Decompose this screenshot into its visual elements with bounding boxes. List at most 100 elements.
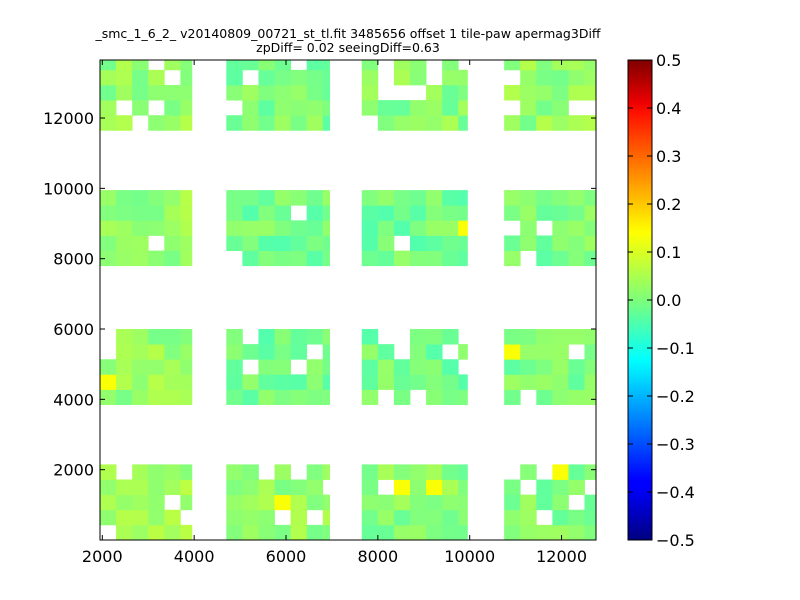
heatmap-cell [584, 359, 597, 375]
heatmap-cell [132, 329, 149, 345]
heatmap-cell [100, 220, 117, 236]
heatmap-cell [322, 60, 331, 71]
heatmap-cell [322, 359, 331, 375]
heatmap-cell [132, 84, 149, 101]
heatmap-cell [290, 374, 308, 390]
heatmap-cell [520, 494, 537, 511]
heatmap-cell [148, 389, 165, 406]
heatmap-cell [132, 205, 149, 221]
heatmap-cell [552, 190, 569, 206]
heatmap-cell [377, 374, 395, 390]
heatmap-cell [426, 374, 443, 390]
heatmap-cell [504, 344, 521, 360]
heatmap-cell [148, 205, 165, 221]
heatmap-cell [116, 374, 133, 390]
heatmap-cell [242, 524, 259, 541]
y-tick-label: 10000 [43, 179, 94, 198]
heatmap-cell [458, 524, 468, 541]
heatmap-cell [180, 359, 193, 375]
heatmap-cell [568, 84, 585, 101]
heatmap-cell [322, 524, 331, 541]
heatmap-cell [536, 205, 553, 221]
heatmap-cell [100, 374, 117, 390]
colorbar-tick-label: 0.1 [656, 243, 681, 262]
heatmap-cell [274, 524, 291, 541]
x-tick-label: 4000 [174, 547, 215, 566]
heatmap-cell [442, 84, 459, 101]
heatmap-cell [180, 69, 193, 86]
heatmap-cell [242, 250, 259, 267]
heatmap-cell [132, 374, 149, 390]
colorbar-tick-label: −0.4 [656, 483, 695, 502]
heatmap-cell [504, 389, 521, 406]
heatmap-cell [584, 115, 597, 131]
heatmap-cell [290, 69, 308, 86]
heatmap-cell [322, 115, 331, 131]
heatmap-cell [458, 220, 468, 236]
heatmap-cell [426, 250, 443, 267]
heatmap-cell [116, 509, 133, 526]
heatmap-cell [242, 115, 259, 131]
heatmap-cell [116, 524, 133, 541]
heatmap-cell [552, 494, 569, 511]
heatmap-cell [393, 524, 411, 541]
heatmap-cell [410, 524, 427, 541]
heatmap-cell [426, 190, 443, 206]
heatmap-cell [504, 60, 521, 71]
heatmap-cell [410, 374, 427, 390]
heatmap-cell [100, 464, 117, 480]
heatmap-cell [164, 374, 181, 390]
heatmap-cell [458, 494, 468, 511]
heatmap-cell [426, 494, 443, 511]
heatmap-cell [568, 509, 585, 526]
heatmap-cell [274, 220, 291, 236]
heatmap-cell [306, 220, 324, 236]
heatmap-cell [322, 389, 331, 406]
heatmap-cell [442, 60, 459, 71]
title-line-2: zpDiff= 0.02 seeingDiff=0.63 [256, 40, 440, 55]
heatmap-cell [410, 359, 427, 375]
heatmap-cell [410, 100, 427, 116]
colorbar-tick-label: −0.3 [656, 435, 695, 454]
heatmap-cell [377, 344, 395, 360]
heatmap-cell [536, 329, 553, 345]
heatmap-cell [226, 190, 243, 206]
heatmap-cell [180, 479, 193, 496]
heatmap-cell [258, 190, 275, 206]
heatmap-cell [180, 220, 193, 236]
heatmap-cell [290, 235, 308, 251]
heatmap-cell [520, 205, 537, 221]
heatmap-cell [426, 235, 443, 251]
heatmap-cell [377, 235, 395, 251]
heatmap-cell [306, 479, 324, 496]
heatmap-cell [258, 509, 275, 526]
heatmap-cell [536, 60, 553, 71]
heatmap-cell [410, 205, 427, 221]
heatmap-cell [361, 205, 379, 221]
heatmap-cell [306, 115, 324, 131]
heatmap-cell [536, 235, 553, 251]
y-tick-label: 8000 [53, 250, 94, 269]
heatmap-cell [258, 329, 275, 345]
colorbar-tick-label: 0.4 [656, 99, 681, 118]
heatmap-cell [410, 220, 427, 236]
heatmap-cell [361, 479, 379, 496]
heatmap-cell [258, 220, 275, 236]
heatmap-cell [584, 494, 597, 511]
heatmap-cell [274, 60, 291, 71]
heatmap-cell [290, 509, 308, 526]
heatmap-cell [132, 389, 149, 406]
heatmap-cell [180, 374, 193, 390]
y-axis: 2000 4000 6000 8000 10000 12000 [43, 109, 596, 480]
heatmap-cell [242, 389, 259, 406]
heatmap-cell [552, 205, 569, 221]
heatmap-cell [520, 100, 537, 116]
heatmap-cell [258, 524, 275, 541]
heatmap-cell [393, 250, 411, 267]
heatmap-cell [274, 374, 291, 390]
heatmap-cell [552, 329, 569, 345]
heatmap-cell [290, 479, 308, 496]
heatmap-cell [290, 115, 308, 131]
heatmap-cell [290, 220, 308, 236]
heatmap-cell [568, 374, 585, 390]
